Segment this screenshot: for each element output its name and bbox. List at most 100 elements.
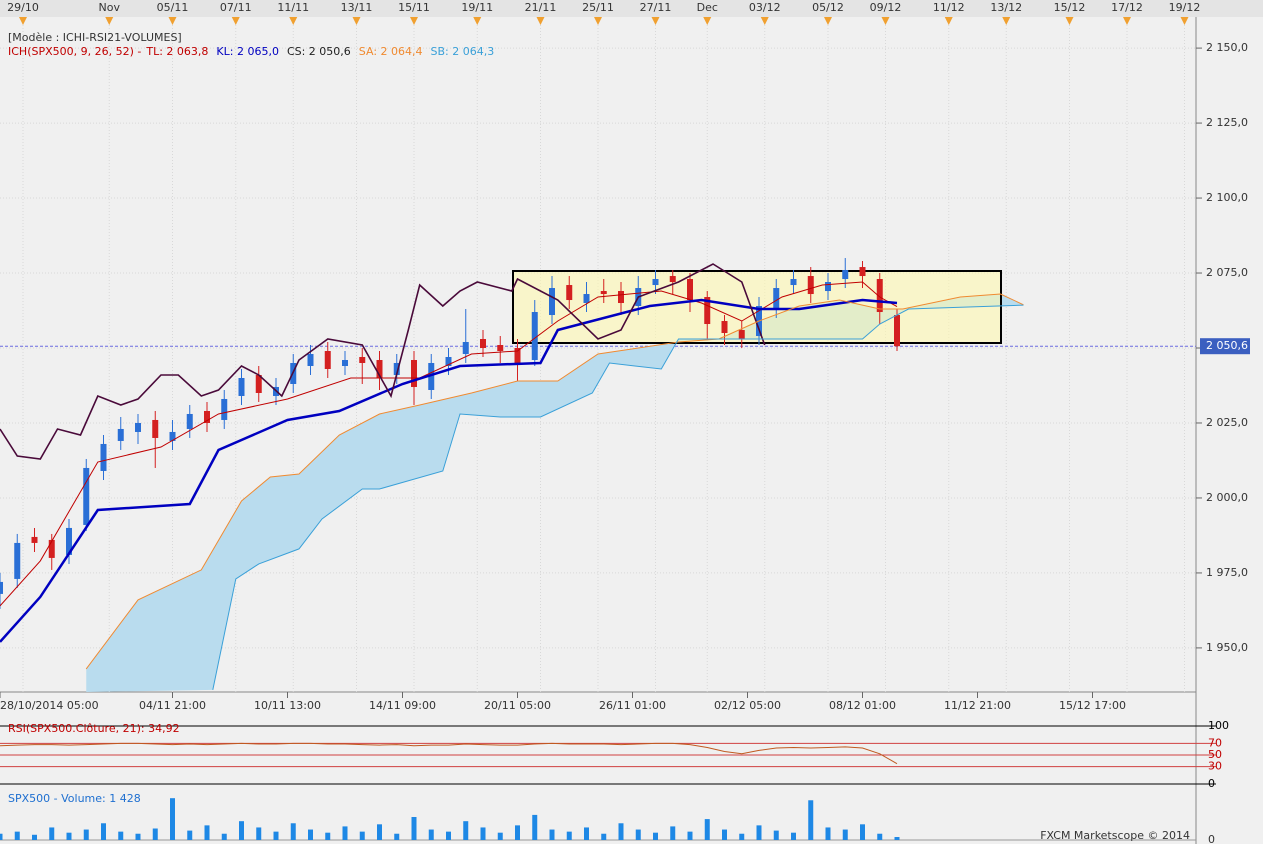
- volume-bar: [152, 828, 158, 840]
- candle-body: [618, 291, 624, 304]
- volume-bar: [722, 829, 727, 840]
- candle-body: [876, 279, 883, 313]
- volume-bar: [773, 830, 779, 840]
- candle-body: [376, 359, 383, 378]
- volume-bar: [635, 829, 641, 840]
- indicator-line: [0, 263, 766, 460]
- volume-bar: [32, 834, 37, 840]
- top-tick-label: 13/11: [341, 1, 373, 14]
- top-tick-marker: [760, 17, 769, 25]
- top-tick-marker: [824, 17, 832, 25]
- candle-body: [462, 342, 469, 355]
- candle-body: [204, 410, 210, 423]
- y-tick-label: 2 100,0: [1206, 191, 1248, 204]
- top-tick-label: Dec: [697, 1, 718, 14]
- volume-bar: [877, 833, 883, 840]
- candle-body: [790, 279, 797, 286]
- volume-bar: [66, 832, 72, 840]
- x-tick-label: 02/12 05:00: [714, 699, 781, 712]
- grid-layer: [0, 17, 1216, 841]
- volume-bar: [221, 833, 227, 840]
- top-tick-marker: [352, 17, 361, 25]
- volume-bar: [549, 829, 555, 840]
- y-tick-label: 0: [1208, 777, 1215, 790]
- rsi-line: [0, 742, 898, 765]
- top-tick-label: 09/12: [870, 1, 902, 14]
- candle-body: [66, 527, 72, 555]
- x-tick-label: 20/11 05:00: [484, 699, 551, 712]
- volume-bar: [480, 827, 486, 840]
- x-tick-label: 15/12 17:00: [1059, 699, 1126, 712]
- volume-bar: [14, 831, 20, 840]
- candle-body: [152, 419, 159, 438]
- volume-bar: [256, 827, 262, 840]
- x-tick-label: 11/12 21:00: [944, 699, 1011, 712]
- top-tick-label: 11/11: [277, 1, 309, 14]
- top-tick-label: 29/10: [7, 1, 39, 14]
- candle-body: [428, 362, 435, 390]
- legend-prefix: ICH(SPX500, 9, 26, 52) -: [8, 45, 141, 58]
- top-tick-marker: [594, 17, 602, 25]
- y-tick-label: 30: [1208, 760, 1222, 773]
- x-tick-label: 04/11 21:00: [139, 699, 206, 712]
- volume-bar: [584, 827, 589, 840]
- indicator-line: [0, 281, 898, 607]
- volume-bar: [273, 831, 279, 840]
- x-tick-label: 14/11 09:00: [369, 699, 436, 712]
- top-tick-marker: [410, 17, 418, 25]
- candle-body: [0, 581, 3, 594]
- y-tick-label: 2 000,0: [1206, 491, 1248, 504]
- top-tick-label: 05/12: [812, 1, 844, 14]
- volume-title: SPX500 - Volume: 1 428: [8, 792, 141, 805]
- candle-body: [721, 321, 728, 334]
- top-tick-marker: [1123, 17, 1131, 25]
- candle-body: [31, 536, 38, 543]
- cloud-layer: [86, 294, 1024, 692]
- volume-bar: [825, 827, 831, 840]
- y-tick-label: 2 125,0: [1206, 116, 1248, 129]
- indicator-line: [212, 304, 1024, 691]
- indicator-line: [0, 298, 898, 643]
- candle-body: [687, 279, 693, 301]
- candle-body: [549, 288, 555, 316]
- y-tick-label: 50: [1208, 748, 1222, 761]
- candle-body: [704, 297, 711, 325]
- x-tick-label: 28/10/2014 05:00: [0, 699, 99, 712]
- volume-bar: [239, 821, 244, 840]
- y-tick-label: 0: [1208, 833, 1215, 844]
- candle-body: [566, 285, 573, 301]
- candle-body: [359, 357, 366, 363]
- top-tick-marker: [1065, 17, 1074, 25]
- legend-entry: SB: 2 064,3: [431, 45, 495, 58]
- y-tick-label: 1 950,0: [1206, 641, 1248, 654]
- legend-entry: KL: 2 065,0: [216, 45, 279, 58]
- candle-body: [514, 348, 521, 363]
- volume-bar: [290, 823, 296, 840]
- candle-body: [307, 354, 314, 366]
- candle-body: [117, 428, 124, 441]
- top-tick-label: 19/12: [1169, 1, 1201, 14]
- chart-title: [Modèle : ICHI-RSI21-VOLUMES]: [8, 31, 182, 44]
- indicator-line: [85, 293, 1024, 670]
- top-tick-label: 15/12: [1054, 1, 1086, 14]
- top-tick-marker: [1002, 17, 1011, 25]
- volume-bar: [497, 832, 503, 840]
- volume-bar: [791, 832, 796, 840]
- top-tick-label: 25/11: [582, 1, 614, 14]
- volume-bar: [377, 824, 382, 840]
- volume-bar: [566, 831, 572, 840]
- candle-body: [324, 351, 331, 369]
- candle-body: [531, 312, 538, 360]
- top-tick-label: 11/12: [933, 1, 965, 14]
- candle-body: [100, 443, 107, 471]
- volume-bar: [894, 837, 900, 840]
- legend: ICH(SPX500, 9, 26, 52) - TL: 2 063,8 KL: 2…: [8, 45, 494, 58]
- volume-bar: [428, 829, 434, 840]
- volume-bar: [204, 825, 210, 840]
- volume-bar: [532, 814, 538, 840]
- top-tick-marker: [651, 17, 660, 25]
- footer: FXCM Marketscope © 2014: [1040, 829, 1190, 842]
- volume-bar: [101, 823, 106, 840]
